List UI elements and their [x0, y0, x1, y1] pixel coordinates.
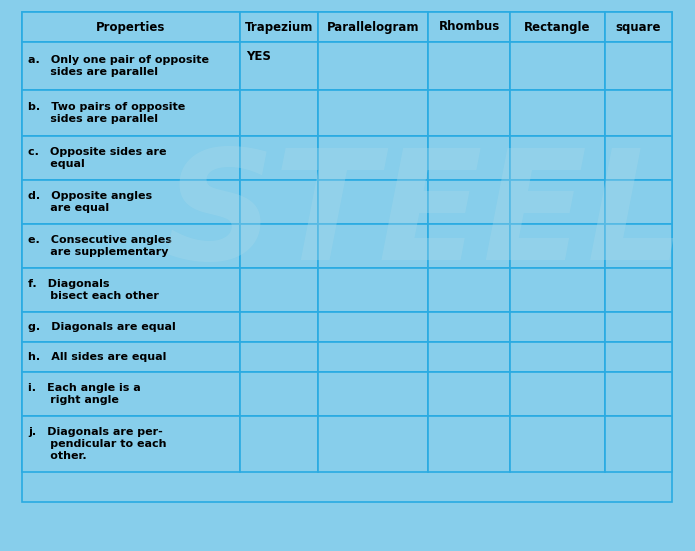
Bar: [428, 12, 510, 42]
Text: YES: YES: [246, 50, 271, 63]
Bar: [510, 312, 605, 342]
Bar: [318, 342, 428, 372]
Bar: [605, 136, 672, 180]
Bar: [510, 416, 605, 472]
Bar: [510, 268, 605, 312]
Bar: [240, 372, 318, 416]
Bar: [428, 136, 510, 180]
Bar: [318, 224, 428, 268]
Text: d. Opposite angles
  are equal: d. Opposite angles are equal: [28, 191, 152, 213]
Bar: [428, 416, 510, 472]
Text: square: square: [616, 20, 661, 34]
Text: Trapezium: Trapezium: [245, 20, 313, 34]
Bar: [510, 180, 605, 224]
Bar: [605, 12, 672, 42]
Bar: [240, 42, 318, 90]
Bar: [22, 372, 240, 416]
Bar: [318, 416, 428, 472]
Bar: [22, 268, 240, 312]
Bar: [240, 12, 318, 42]
Bar: [240, 312, 318, 342]
Text: i. Each angle is a
  right angle: i. Each angle is a right angle: [28, 383, 141, 405]
Text: j. Diagonals are per-
  pendicular to each
  other.: j. Diagonals are per- pendicular to each…: [28, 426, 167, 461]
Bar: [318, 90, 428, 136]
Text: h. All sides are equal: h. All sides are equal: [28, 352, 166, 362]
Bar: [240, 180, 318, 224]
Bar: [605, 42, 672, 90]
Bar: [22, 312, 240, 342]
Bar: [240, 90, 318, 136]
Text: a. Only one pair of opposite
  sides are parallel: a. Only one pair of opposite sides are p…: [28, 55, 209, 77]
Bar: [318, 372, 428, 416]
Bar: [22, 90, 240, 136]
Bar: [22, 180, 240, 224]
Bar: [240, 342, 318, 372]
Bar: [428, 312, 510, 342]
Bar: [318, 42, 428, 90]
Bar: [510, 372, 605, 416]
Bar: [428, 224, 510, 268]
Bar: [22, 416, 240, 472]
Text: Parallelogram: Parallelogram: [327, 20, 419, 34]
Text: STEEL: STEEL: [165, 143, 685, 292]
Bar: [510, 12, 605, 42]
Text: c. Opposite sides are
  equal: c. Opposite sides are equal: [28, 147, 167, 169]
Bar: [510, 42, 605, 90]
Bar: [22, 42, 240, 90]
Bar: [240, 268, 318, 312]
Bar: [22, 342, 240, 372]
Bar: [510, 342, 605, 372]
Text: Properties: Properties: [97, 20, 165, 34]
Bar: [240, 136, 318, 180]
Bar: [428, 90, 510, 136]
Bar: [22, 136, 240, 180]
Bar: [510, 90, 605, 136]
Bar: [318, 136, 428, 180]
Bar: [22, 224, 240, 268]
Text: Rhombus: Rhombus: [439, 20, 500, 34]
Bar: [605, 342, 672, 372]
Bar: [605, 90, 672, 136]
Bar: [22, 12, 240, 42]
Bar: [428, 42, 510, 90]
Bar: [428, 268, 510, 312]
Bar: [22, 12, 672, 502]
Bar: [318, 12, 428, 42]
Bar: [240, 224, 318, 268]
Bar: [318, 180, 428, 224]
Bar: [605, 312, 672, 342]
Text: Rectangle: Rectangle: [524, 20, 591, 34]
Bar: [428, 372, 510, 416]
Bar: [318, 312, 428, 342]
Bar: [428, 342, 510, 372]
Bar: [318, 268, 428, 312]
Text: e. Consecutive angles
  are supplementary: e. Consecutive angles are supplementary: [28, 235, 172, 257]
Bar: [605, 416, 672, 472]
Bar: [605, 268, 672, 312]
Text: b. Two pairs of opposite
  sides are parallel: b. Two pairs of opposite sides are paral…: [28, 102, 186, 124]
Bar: [240, 416, 318, 472]
Text: f. Diagonals
  bisect each other: f. Diagonals bisect each other: [28, 279, 159, 301]
Bar: [605, 180, 672, 224]
Bar: [605, 224, 672, 268]
Bar: [510, 136, 605, 180]
Text: g. Diagonals are equal: g. Diagonals are equal: [28, 322, 176, 332]
Bar: [428, 180, 510, 224]
Bar: [605, 372, 672, 416]
Bar: [510, 224, 605, 268]
